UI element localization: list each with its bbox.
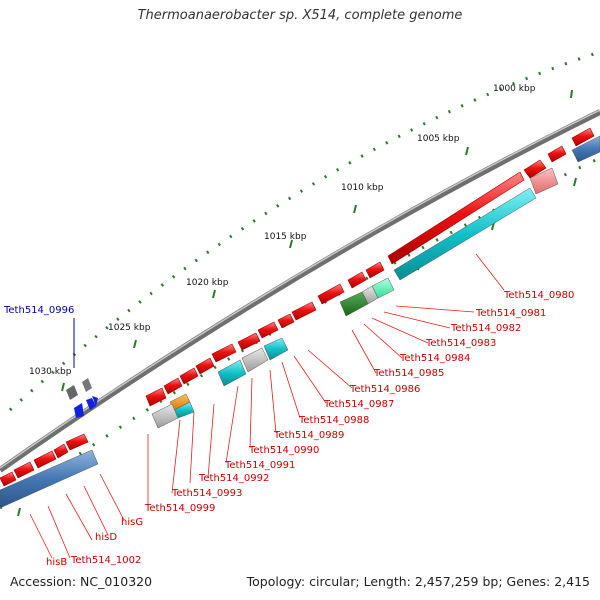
gene-label: hisD [95, 532, 117, 543]
genome-backbone [0, 109, 600, 473]
gene-label: Teth514_0984 [399, 353, 470, 364]
gene-box[interactable] [66, 385, 78, 400]
gene-label: Teth514_0980 [503, 290, 574, 301]
gene-arrow[interactable] [13, 461, 35, 479]
gene-arrow[interactable] [195, 357, 215, 375]
gene-label: Teth514_0992 [198, 473, 269, 484]
label-leaders [29, 253, 505, 559]
gene-box[interactable] [217, 359, 247, 387]
gene-label: Teth514_0985 [373, 368, 444, 379]
gene-label: Teth514_0986 [349, 384, 420, 395]
gene-arrow[interactable] [523, 159, 547, 179]
gene-label: Teth514_0983 [425, 338, 496, 349]
gene-label: Teth514_0993 [171, 488, 242, 499]
scale-label: 1030 kbp [29, 367, 72, 377]
gene-label: Teth514_0988 [298, 415, 369, 426]
scale-label: 1010 kbp [341, 183, 384, 193]
gene-box[interactable] [82, 378, 92, 392]
gene-label: hisG [121, 517, 143, 528]
gene-arrow[interactable] [291, 301, 317, 321]
highlight-locus: Teth514_0996 [3, 305, 98, 418]
gene-arrow[interactable] [387, 171, 525, 265]
genome-backbone-highlight [0, 109, 600, 469]
map-title: Thermoanaerobacter sp. X514, complete ge… [137, 8, 463, 23]
scale-label: 1025 kbp [108, 323, 151, 333]
scale-label: 1005 kbp [417, 134, 460, 144]
gene-arrow[interactable] [65, 433, 89, 451]
gene-box[interactable] [151, 403, 179, 429]
gene-arrow[interactable] [547, 145, 567, 163]
outer-tick-arc [8, 50, 600, 412]
gene-arrow[interactable] [0, 471, 17, 487]
highlight-gene[interactable] [86, 398, 96, 410]
gene-box[interactable] [241, 347, 269, 373]
gene-arrow[interactable] [145, 387, 167, 407]
scale-label: 1015 kbp [264, 232, 307, 242]
gene-label: Teth514_1002 [70, 555, 141, 566]
gene-arrow[interactable] [571, 127, 595, 147]
gene-label: Teth514_0989 [273, 430, 344, 441]
gene-arrow[interactable] [211, 343, 237, 363]
gene-arrow[interactable] [179, 367, 199, 385]
gene-box[interactable] [263, 337, 289, 361]
gene-arrow[interactable] [365, 261, 385, 279]
gene-label: Teth514_0981 [475, 308, 546, 319]
gene-arrow[interactable] [237, 332, 261, 351]
gene-box[interactable] [393, 187, 537, 281]
gene-arrow[interactable] [347, 271, 367, 289]
gene-label: Teth514_0982 [450, 323, 521, 334]
highlight-gene[interactable] [92, 396, 98, 406]
gene-arrow[interactable] [277, 313, 295, 329]
gene-labels: Teth514_0980 Teth514_0981 Teth514_0982 T… [46, 290, 574, 568]
gene-box[interactable] [339, 291, 369, 317]
gene-arrow[interactable] [53, 443, 69, 459]
cog-gene-track [0, 135, 600, 509]
highlight-gene[interactable] [74, 403, 84, 418]
topology-text: Topology: circular; Length: 2,457,259 bp… [246, 574, 590, 589]
gene-label: hisB [46, 557, 67, 568]
scale-labels: 1000 kbp 1005 kbp 1010 kbp 1015 kbp 1020… [29, 84, 536, 377]
highlight-gene-label: Teth514_0996 [3, 305, 74, 316]
gene-box[interactable] [0, 449, 99, 509]
scale-label: 1020 kbp [186, 278, 229, 288]
gene-label: Teth514_0990 [248, 445, 319, 456]
gene-arrow[interactable] [163, 377, 183, 395]
scale-label: 1000 kbp [493, 84, 536, 94]
gene-arrow[interactable] [33, 450, 57, 469]
forward-gene-track [0, 127, 595, 487]
gene-box[interactable] [529, 167, 559, 195]
gene-label: Teth514_0987 [323, 399, 394, 410]
gene-box[interactable] [571, 135, 600, 163]
gene-label: Teth514_0991 [224, 460, 295, 471]
gene-arrow[interactable] [257, 321, 279, 339]
accession-text: Accession: NC_010320 [10, 574, 153, 589]
gene-arrow[interactable] [317, 283, 345, 305]
gene-label: Teth514_0999 [144, 503, 215, 514]
